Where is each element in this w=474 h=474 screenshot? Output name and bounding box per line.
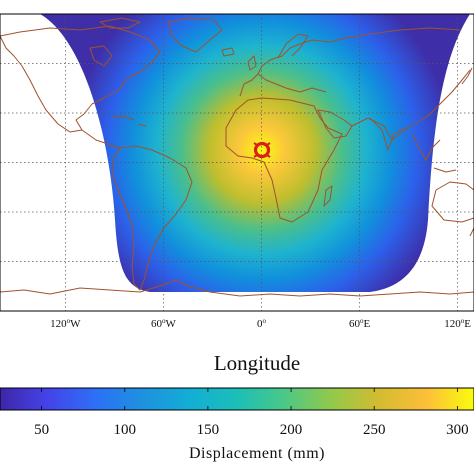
epicenter-marker <box>253 141 271 159</box>
colorbar-tick-label: 150 <box>197 422 220 438</box>
colorbar-label: Displacement (mm) <box>189 445 325 462</box>
x-tick-label: 120oE <box>444 317 471 330</box>
coastline-north-america <box>0 25 161 149</box>
colorbar-tick-label: 100 <box>113 422 136 438</box>
coastline-africa <box>225 97 343 223</box>
coastline-caribbean <box>111 115 147 127</box>
coastline-iceland <box>221 47 235 57</box>
coastline-india <box>369 117 405 151</box>
colorbar-tick-label: 50 <box>34 422 49 438</box>
coastline-britain <box>247 55 257 71</box>
colorbar-tick-label: 200 <box>280 422 303 438</box>
coastline-se-asia <box>411 133 457 173</box>
coastline-antarctica <box>0 279 474 297</box>
x-tick-label: 120oW <box>50 317 81 330</box>
coastline-new-zealand <box>469 227 474 237</box>
map-panel: 120oW 60oW 0o 60oE 120oE <box>0 13 474 330</box>
coastline-australia <box>431 181 474 223</box>
coastline-europe <box>239 37 347 97</box>
coastline-arabia <box>317 109 353 139</box>
x-tick-label: 60oE <box>349 317 371 330</box>
x-axis-label: Longitude <box>214 351 300 375</box>
map-frame <box>0 13 474 312</box>
x-tick-label: 60oW <box>151 317 177 330</box>
coastline-madagascar <box>323 185 333 207</box>
marker-ring <box>253 141 271 159</box>
colorbar-ticks: 50 100 150 200 250 300 <box>34 388 469 438</box>
gridlines <box>0 14 474 311</box>
coastline-japan <box>461 67 473 85</box>
coastlines <box>0 17 474 297</box>
coastline-scandinavia <box>277 33 309 59</box>
coastline-hudson-bay <box>89 45 113 67</box>
colorbar-tick-label: 300 <box>446 422 469 438</box>
colorbar-tick-label: 250 <box>363 422 386 438</box>
coastline-south-america <box>111 145 193 291</box>
x-tick-label: 0o <box>257 317 267 330</box>
marker-ticks <box>253 142 271 158</box>
coastline-asia <box>345 27 471 141</box>
colorbar-gradient <box>0 387 474 411</box>
coastline-greenland <box>167 17 223 53</box>
coastline-arctic-islands <box>99 17 141 29</box>
x-tick-labels: 120oW 60oW 0o 60oE 120oE <box>50 317 471 330</box>
colorbar: 50 100 150 200 250 300 Displacement (mm) <box>0 387 474 462</box>
